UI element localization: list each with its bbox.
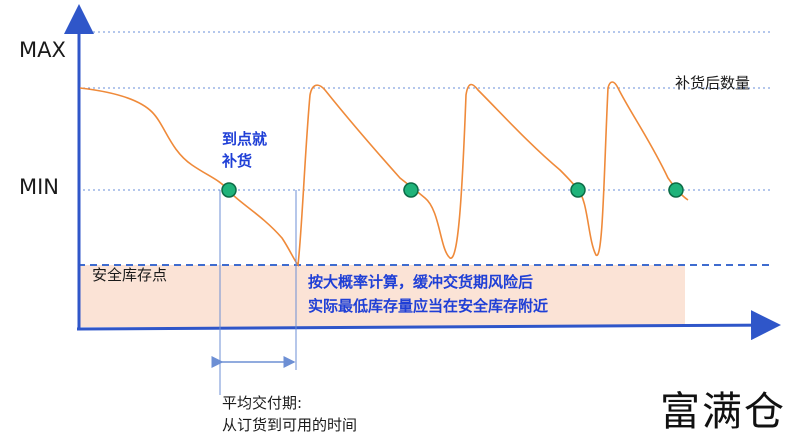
safety-stock-label: 安全库存点: [92, 266, 168, 284]
brand-logo-text: 富满仓: [660, 389, 786, 435]
reorder-dot-4: [668, 182, 684, 198]
safety-note-line1: 按大概率计算，缓冲交货期风险后: [308, 273, 534, 291]
lead-time-desc: 从订货到可用的时间: [222, 416, 358, 434]
reorder-dot-1: [221, 182, 237, 198]
replenish-qty-label: 补货后数量: [675, 74, 751, 92]
safety-note-line2: 实际最低库存量应当在安全库存附近: [308, 297, 549, 315]
x-axis: [76, 310, 781, 341]
max-label: MAX: [19, 38, 66, 62]
inventory-curve: [79, 81, 689, 268]
min-label: MIN: [19, 175, 60, 199]
reorder-dot-3: [570, 182, 586, 198]
lead-time-title: 平均交付期:: [222, 394, 303, 412]
reorder-point-label: 到点就 补货: [222, 130, 268, 170]
safety-stock-zone: [78, 265, 685, 327]
reorder-dot-2: [403, 182, 419, 198]
